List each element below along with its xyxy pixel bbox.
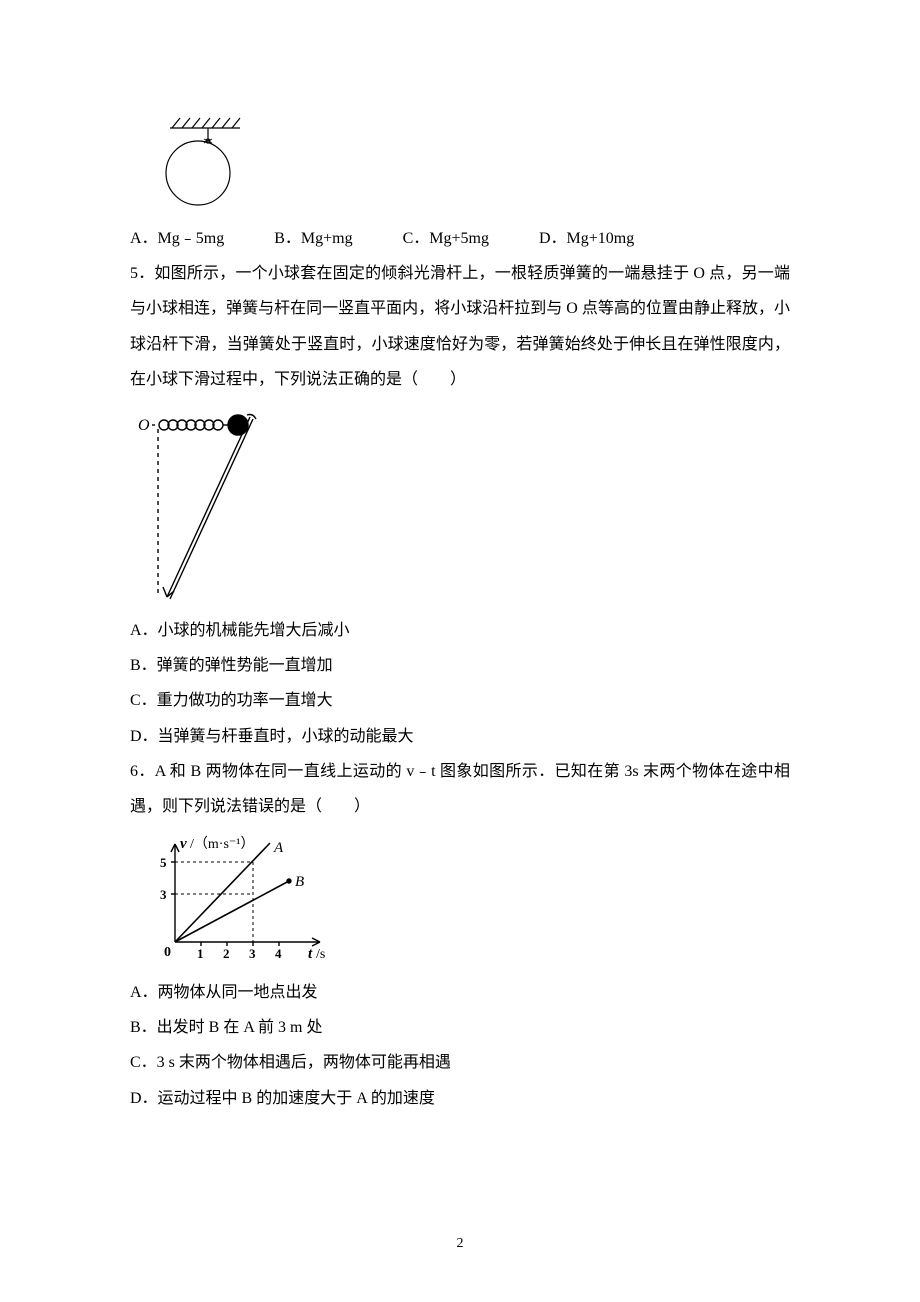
svg-text:2: 2 [223,946,230,961]
svg-text:3: 3 [249,946,256,961]
q4-figure [130,108,790,213]
q6-figure: v /（m·s⁻¹） t /s 0 1 2 3 4 3 5 [130,832,790,967]
q5-text: 5．如图所示，一个小球套在固定的倾斜光滑杆上，一根轻质弹簧的一端悬挂于 O 点，… [130,256,790,397]
q5-figure: O [130,405,790,605]
q6-option-a: A．两物体从同一地点出发 [130,975,790,1010]
svg-text:3: 3 [160,887,167,902]
q6-text: 6．A 和 B 两物体在同一直线上运动的 v﹣t 图象如图所示．已知在第 3s … [130,754,790,824]
q5-option-d: D．当弹簧与杆垂直时，小球的动能最大 [130,719,790,754]
svg-text:A: A [273,840,284,856]
q4-option-a: A．Mg﹣5mg [130,221,224,256]
svg-text:B: B [295,874,304,890]
q5-option-c: C．重力做功的功率一直增大 [130,683,790,718]
q4-options: A．Mg﹣5mg B．Mg+mg C．Mg+5mg D．Mg+10mg [130,221,790,256]
q6-options: A．两物体从同一地点出发 B．出发时 B 在 A 前 3 m 处 C．3 s 末… [130,975,790,1116]
q5-option-b: B．弹簧的弹性势能一直增加 [130,648,790,683]
svg-text:/（m·s⁻¹）: /（m·s⁻¹） [190,836,254,852]
svg-text:t: t [308,946,313,962]
q4-option-c: C．Mg+5mg [403,221,489,256]
q5-option-a: A．小球的机械能先增大后减小 [130,613,790,648]
svg-text:4: 4 [275,946,282,961]
svg-text:O: O [138,417,150,434]
q6-option-c: C．3 s 末两个物体相遇后，两物体可能再相遇 [130,1045,790,1080]
svg-text:/s: /s [316,947,325,962]
q4-option-d: D．Mg+10mg [539,221,634,256]
q5-options: A．小球的机械能先增大后减小 B．弹簧的弹性势能一直增加 C．重力做功的功率一直… [130,613,790,754]
q4-option-b: B．Mg+mg [274,221,352,256]
page-number: 2 [0,1236,920,1252]
svg-text:5: 5 [160,855,167,870]
svg-text:1: 1 [197,946,204,961]
svg-text:v: v [180,836,187,852]
q6-option-b: B．出发时 B 在 A 前 3 m 处 [130,1010,790,1045]
svg-text:0: 0 [164,945,171,960]
q6-option-d: D．运动过程中 B 的加速度大于 A 的加速度 [130,1081,790,1116]
